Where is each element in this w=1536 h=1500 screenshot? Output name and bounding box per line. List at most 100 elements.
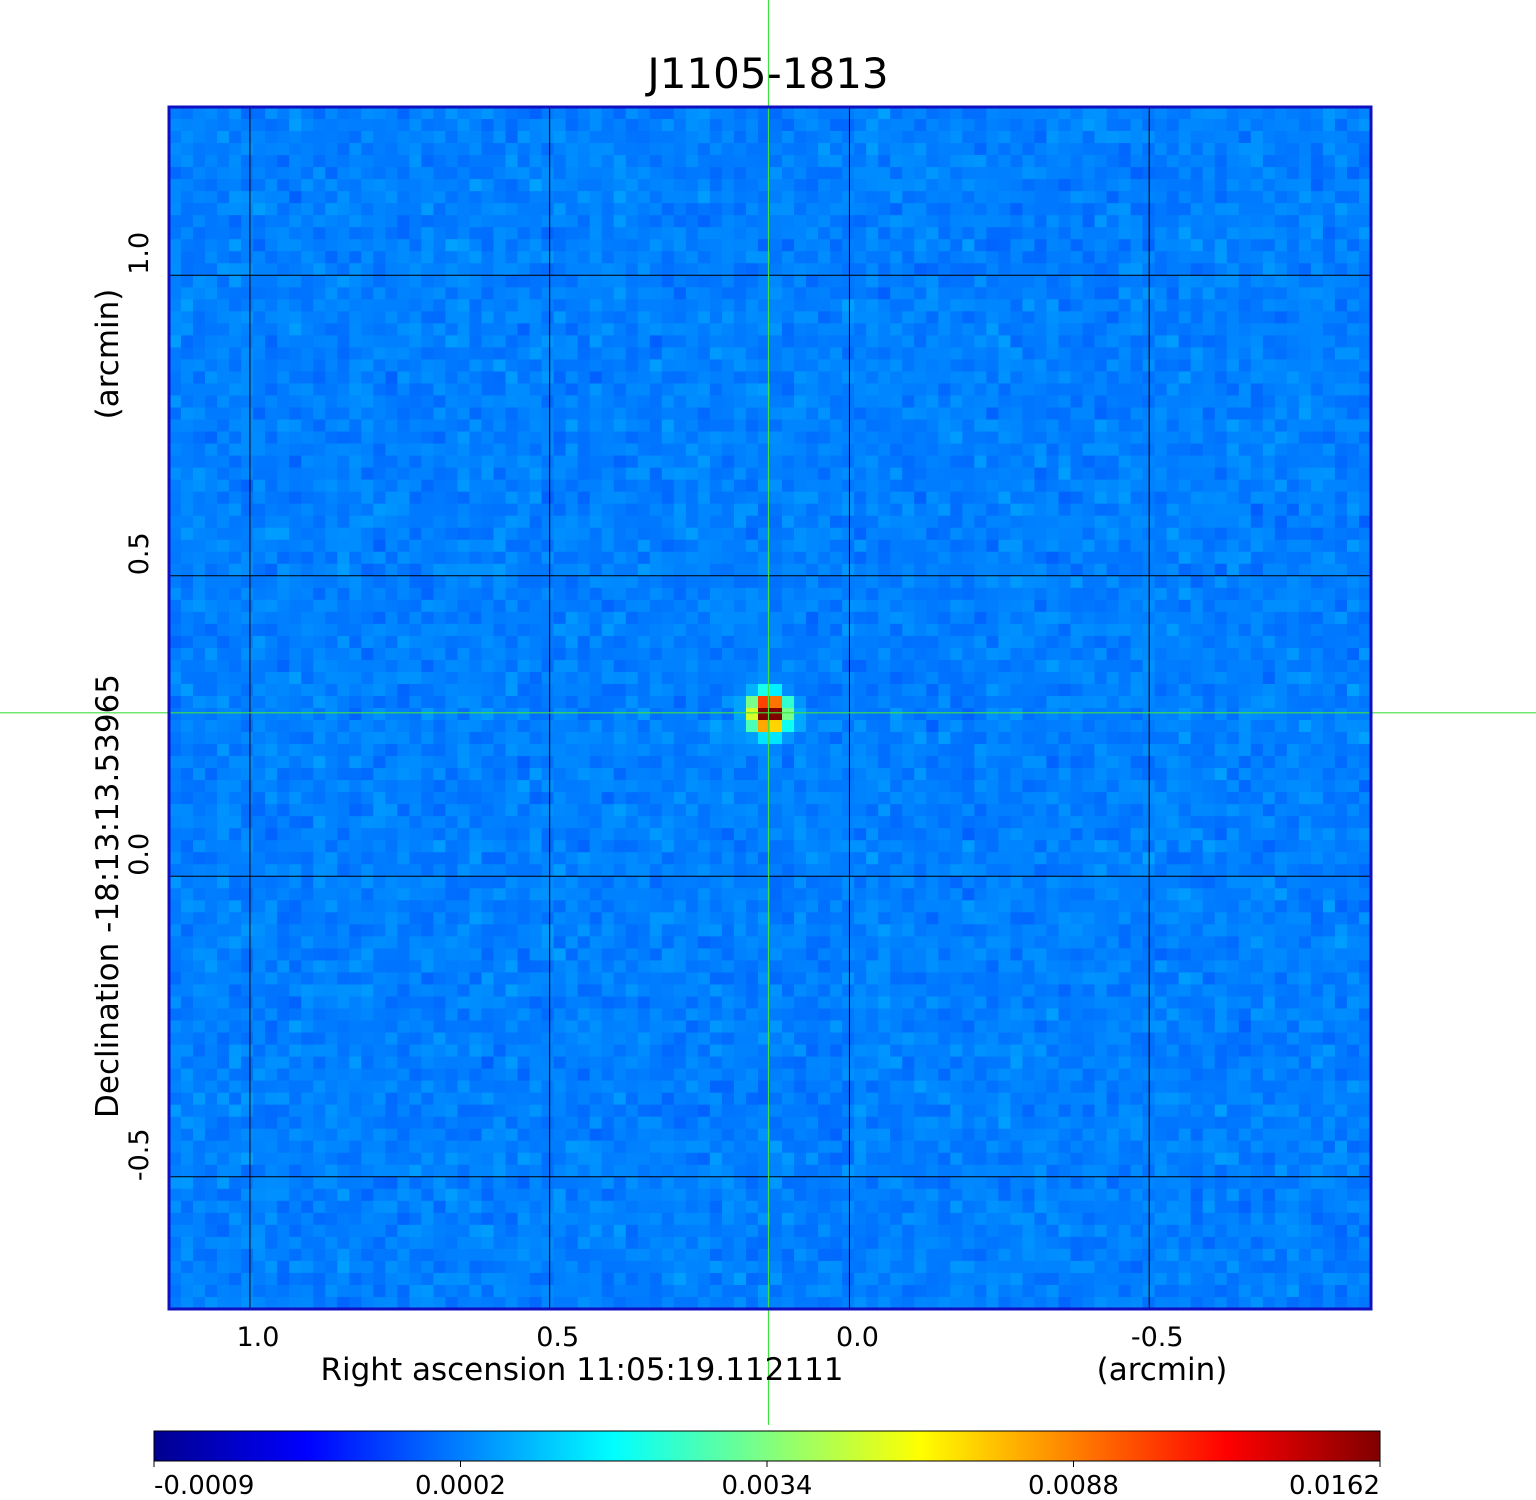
sky-pixel [794, 659, 807, 673]
sky-pixel [938, 599, 951, 613]
sky-pixel [1154, 539, 1168, 553]
sky-pixel [433, 371, 446, 384]
sky-pixel [1262, 539, 1276, 553]
sky-pixel [1190, 635, 1204, 649]
sky-pixel [169, 275, 182, 288]
sky-pixel [529, 671, 543, 685]
sky-pixel [1214, 419, 1228, 432]
sky-pixel [974, 251, 987, 264]
sky-pixel [902, 539, 915, 553]
sky-pixel [1358, 431, 1371, 444]
sky-pixel [589, 395, 603, 408]
sky-pixel [313, 347, 326, 360]
sky-pixel [337, 491, 350, 505]
sky-pixel [613, 455, 627, 468]
sky-pixel [697, 275, 711, 288]
sky-pixel [253, 143, 266, 156]
sky-pixel [457, 227, 470, 240]
sky-pixel [541, 551, 555, 565]
sky-pixel [1022, 443, 1035, 456]
sky-pixel [613, 299, 627, 312]
sky-pixel [842, 155, 855, 168]
sky-pixel [649, 551, 663, 565]
sky-pixel [1238, 659, 1252, 673]
sky-pixel [661, 467, 675, 481]
sky-pixel [1298, 107, 1312, 120]
sky-pixel [457, 479, 470, 493]
sky-pixel [541, 503, 555, 517]
sky-pixel [217, 107, 230, 120]
sky-pixel [709, 155, 723, 168]
sky-pixel [1238, 491, 1252, 505]
sky-pixel [794, 347, 807, 360]
sky-pixel [1058, 467, 1071, 481]
sky-pixel [397, 263, 410, 276]
sky-pixel [1250, 515, 1264, 529]
sky-pixel [1262, 215, 1276, 228]
sky-pixel [818, 575, 831, 589]
sky-pixel [998, 335, 1011, 348]
sky-pixel [313, 443, 326, 456]
sky-pixel [1118, 371, 1131, 384]
sky-pixel [1106, 563, 1119, 577]
sky-pixel [1118, 695, 1131, 709]
sky-pixel [974, 479, 987, 493]
sky-pixel [830, 335, 843, 348]
sky-pixel [1082, 143, 1095, 156]
sky-pixel [613, 467, 627, 481]
sky-pixel [409, 419, 422, 432]
sky-pixel [505, 251, 518, 264]
sky-pixel [241, 395, 254, 408]
sky-pixel [1070, 359, 1083, 372]
sky-pixel [1358, 599, 1371, 613]
sky-pixel [265, 395, 278, 408]
sky-pixel [205, 179, 218, 192]
sky-pixel [1298, 359, 1312, 372]
sky-pixel [313, 491, 326, 505]
sky-pixel [1178, 563, 1192, 577]
sky-pixel [217, 383, 230, 396]
sky-pixel [553, 467, 567, 481]
sky-pixel [373, 227, 386, 240]
sky-pixel [1166, 359, 1180, 372]
sky-pixel [1358, 671, 1371, 685]
sky-pixel [962, 143, 975, 156]
sky-pixel [493, 359, 506, 372]
sky-pixel [1154, 467, 1168, 481]
sky-pixel [1118, 419, 1131, 432]
sky-pixel [830, 479, 843, 493]
sky-pixel [1106, 611, 1119, 625]
sky-pixel [481, 395, 494, 408]
sky-pixel [1310, 539, 1324, 553]
sky-pixel [217, 647, 230, 661]
sky-pixel [637, 539, 651, 553]
sky-pixel [757, 503, 771, 517]
sky-pixel [709, 191, 723, 204]
sky-pixel [373, 575, 386, 589]
sky-pixel [998, 287, 1011, 300]
sky-pixel [229, 395, 242, 408]
sky-pixel [854, 455, 867, 468]
sky-pixel [205, 263, 218, 276]
sky-pixel [950, 287, 963, 300]
sky-pixel [1118, 191, 1131, 204]
sky-pixel [445, 275, 458, 288]
sky-pixel [601, 227, 615, 240]
sky-pixel [481, 191, 494, 204]
sky-pixel [697, 359, 711, 372]
sky-pixel [986, 263, 999, 276]
sky-pixel [842, 695, 855, 709]
sky-pixel [517, 335, 530, 348]
sky-pixel [253, 179, 266, 192]
sky-pixel [1166, 407, 1180, 420]
sky-pixel [301, 371, 314, 384]
sky-pixel [757, 107, 771, 120]
sky-pixel [998, 671, 1011, 685]
sky-pixel [277, 551, 290, 565]
sky-pixel [625, 359, 639, 372]
sky-pixel [1214, 503, 1228, 517]
sky-pixel [709, 143, 723, 156]
sky-pixel [505, 683, 518, 697]
sky-pixel [205, 131, 218, 144]
sky-pixel [1058, 287, 1071, 300]
